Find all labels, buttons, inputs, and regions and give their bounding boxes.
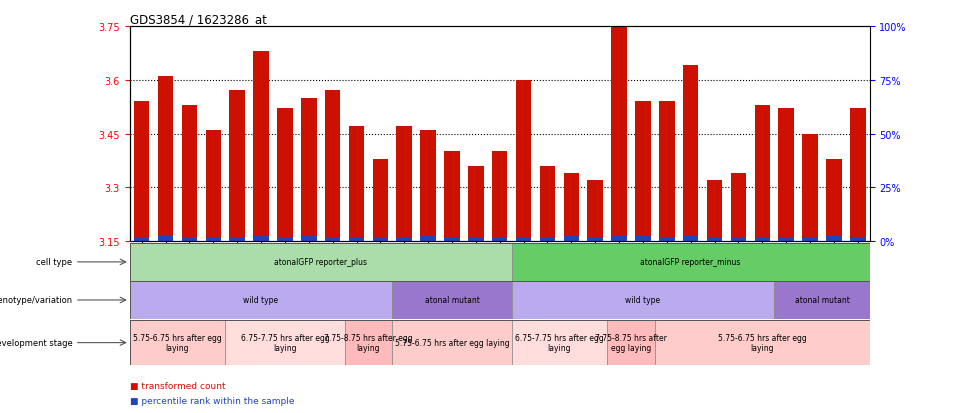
Bar xyxy=(659,102,675,242)
Bar xyxy=(349,237,364,242)
Bar xyxy=(325,237,340,242)
Bar xyxy=(683,237,699,242)
Bar xyxy=(563,173,579,242)
Text: atonal mutant: atonal mutant xyxy=(795,296,850,305)
Bar xyxy=(444,152,459,242)
Bar xyxy=(635,102,651,242)
Text: atonalGFP reporter_plus: atonalGFP reporter_plus xyxy=(274,258,367,267)
Text: wild type: wild type xyxy=(626,296,660,305)
Bar xyxy=(775,282,870,319)
Bar xyxy=(468,166,483,242)
Bar xyxy=(511,244,870,281)
Bar xyxy=(130,244,511,281)
Bar xyxy=(301,236,316,242)
Text: ■ percentile rank within the sample: ■ percentile rank within the sample xyxy=(130,396,294,405)
Bar xyxy=(540,166,555,242)
Text: 6.75-7.75 hrs after egg
laying: 6.75-7.75 hrs after egg laying xyxy=(515,333,604,352)
Bar xyxy=(230,91,245,242)
Text: atonal mutant: atonal mutant xyxy=(425,296,480,305)
Bar xyxy=(301,98,316,242)
Bar xyxy=(397,127,412,242)
Bar xyxy=(511,320,607,366)
Text: 5.75-6.75 hrs after egg laying: 5.75-6.75 hrs after egg laying xyxy=(395,338,509,347)
Bar xyxy=(158,77,173,242)
Bar xyxy=(706,181,723,242)
Bar xyxy=(345,320,392,366)
Bar xyxy=(420,237,436,242)
Bar xyxy=(587,181,603,242)
Bar xyxy=(683,66,699,242)
Bar xyxy=(325,91,340,242)
Bar xyxy=(130,320,225,366)
Bar xyxy=(511,282,775,319)
Bar xyxy=(492,152,507,242)
Bar xyxy=(563,237,579,242)
Bar xyxy=(182,106,197,242)
Bar xyxy=(802,134,818,242)
Bar xyxy=(587,237,603,242)
Bar xyxy=(706,237,723,242)
Bar xyxy=(254,52,269,242)
Bar xyxy=(206,131,221,242)
Bar xyxy=(516,237,531,242)
Bar xyxy=(134,102,149,242)
Text: 7.75-8.75 hrs after
egg laying: 7.75-8.75 hrs after egg laying xyxy=(595,333,667,352)
Bar xyxy=(444,237,459,242)
Bar xyxy=(654,320,870,366)
Bar xyxy=(802,237,818,242)
Bar xyxy=(635,237,651,242)
Bar xyxy=(850,237,866,242)
Bar xyxy=(225,320,345,366)
Bar xyxy=(754,237,770,242)
Bar xyxy=(826,159,842,242)
Bar xyxy=(420,131,436,242)
Text: 6.75-7.75 hrs after egg
laying: 6.75-7.75 hrs after egg laying xyxy=(240,333,330,352)
Bar xyxy=(850,109,866,242)
Bar xyxy=(611,27,627,242)
Bar xyxy=(134,237,149,242)
Text: development stage: development stage xyxy=(0,338,72,347)
Bar xyxy=(277,237,293,242)
Bar xyxy=(468,237,483,242)
Text: 5.75-6.75 hrs after egg
laying: 5.75-6.75 hrs after egg laying xyxy=(718,333,806,352)
Bar xyxy=(230,237,245,242)
Bar xyxy=(206,237,221,242)
Text: GDS3854 / 1623286_at: GDS3854 / 1623286_at xyxy=(130,13,266,26)
Bar xyxy=(182,237,197,242)
Text: cell type: cell type xyxy=(37,258,72,267)
Bar xyxy=(754,106,770,242)
Bar xyxy=(349,127,364,242)
Text: genotype/variation: genotype/variation xyxy=(0,296,72,305)
Text: ■ transformed count: ■ transformed count xyxy=(130,381,226,390)
Bar xyxy=(826,237,842,242)
Bar xyxy=(492,237,507,242)
Bar xyxy=(730,173,746,242)
Bar xyxy=(254,237,269,242)
Bar xyxy=(778,237,794,242)
Bar xyxy=(778,109,794,242)
Bar xyxy=(611,236,627,242)
Bar xyxy=(277,109,293,242)
Bar xyxy=(392,320,511,366)
Bar xyxy=(392,282,511,319)
Bar xyxy=(373,159,388,242)
Bar xyxy=(730,237,746,242)
Bar xyxy=(130,282,392,319)
Text: wild type: wild type xyxy=(243,296,279,305)
Bar xyxy=(516,81,531,242)
Bar xyxy=(540,237,555,242)
Text: atonalGFP reporter_minus: atonalGFP reporter_minus xyxy=(640,258,741,267)
Bar xyxy=(397,237,412,242)
Bar xyxy=(373,237,388,242)
Text: 7.75-8.75 hrs after egg
laying: 7.75-8.75 hrs after egg laying xyxy=(324,333,412,352)
Text: 5.75-6.75 hrs after egg
laying: 5.75-6.75 hrs after egg laying xyxy=(134,333,222,352)
Bar xyxy=(659,237,675,242)
Bar xyxy=(158,235,173,242)
Bar xyxy=(607,320,654,366)
